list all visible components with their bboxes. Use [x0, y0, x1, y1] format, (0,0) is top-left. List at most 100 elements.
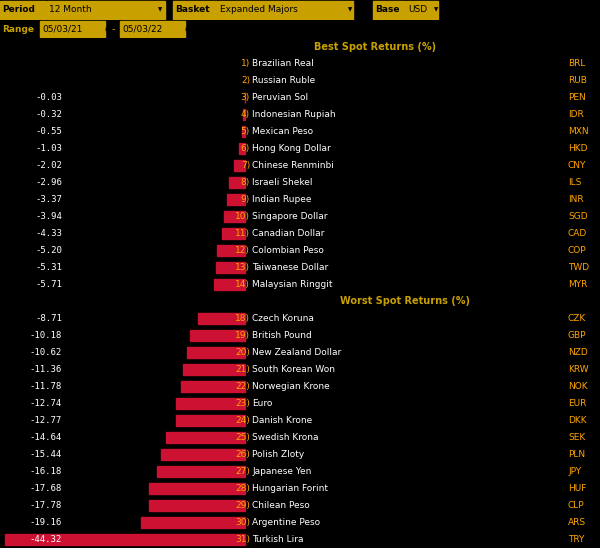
Bar — [176, 397, 245, 409]
Text: Norwegian Krone: Norwegian Krone — [252, 382, 330, 391]
Text: NZD: NZD — [568, 348, 588, 357]
Text: PLN: PLN — [568, 450, 585, 459]
Text: COP: COP — [568, 246, 587, 255]
Text: JPY: JPY — [568, 467, 581, 476]
Bar — [141, 517, 245, 528]
Text: ARS: ARS — [568, 518, 586, 527]
Text: 05/03/22: 05/03/22 — [122, 25, 162, 33]
Text: -5.31: -5.31 — [35, 263, 62, 272]
Bar — [243, 109, 245, 121]
Bar — [234, 159, 245, 172]
Bar — [373, 1, 405, 19]
Text: 27): 27) — [235, 467, 250, 476]
Text: -16.18: -16.18 — [30, 467, 62, 476]
Text: 1): 1) — [241, 59, 250, 68]
Text: Euro: Euro — [252, 399, 272, 408]
Text: Colombian Peso: Colombian Peso — [252, 246, 324, 255]
Bar — [221, 227, 245, 239]
Text: GBP: GBP — [568, 331, 587, 340]
Text: DKK: DKK — [568, 416, 587, 425]
Text: CZK: CZK — [568, 314, 586, 323]
Text: 24): 24) — [235, 416, 250, 425]
Text: INR: INR — [568, 195, 584, 204]
Text: Turkish Lira: Turkish Lira — [252, 535, 304, 544]
Bar — [0, 1, 46, 19]
Text: RUB: RUB — [568, 76, 587, 85]
Text: 6): 6) — [241, 144, 250, 153]
Bar — [216, 261, 245, 273]
Bar — [217, 244, 245, 256]
Text: ▼: ▼ — [158, 8, 162, 13]
Bar — [149, 483, 245, 494]
Text: Argentine Peso: Argentine Peso — [252, 518, 320, 527]
Text: -2.96: -2.96 — [35, 178, 62, 187]
Bar — [5, 534, 245, 545]
Text: NOK: NOK — [568, 382, 587, 391]
Text: 05/03/21: 05/03/21 — [42, 25, 82, 33]
Text: 30): 30) — [235, 518, 250, 527]
Text: -10.18: -10.18 — [30, 331, 62, 340]
Text: Basket: Basket — [175, 5, 209, 14]
Text: Peruvian Sol: Peruvian Sol — [252, 93, 308, 102]
Text: 20): 20) — [235, 348, 250, 357]
Bar — [214, 278, 245, 290]
Text: SEK: SEK — [568, 433, 585, 442]
Text: -5.20: -5.20 — [35, 246, 62, 255]
Text: -: - — [112, 24, 115, 34]
Text: -4.33: -4.33 — [35, 229, 62, 238]
Text: -2.02: -2.02 — [35, 161, 62, 170]
Text: -15.44: -15.44 — [30, 450, 62, 459]
Bar — [184, 363, 245, 375]
Text: 4): 4) — [241, 110, 250, 119]
Text: -11.78: -11.78 — [30, 382, 62, 391]
Text: 26): 26) — [235, 450, 250, 459]
Text: TWD: TWD — [568, 263, 589, 272]
Text: New Zealand Dollar: New Zealand Dollar — [252, 348, 341, 357]
Text: 23): 23) — [235, 399, 250, 408]
Text: PEN: PEN — [568, 93, 586, 102]
Text: -12.74: -12.74 — [30, 399, 62, 408]
Text: Canadian Dollar: Canadian Dollar — [252, 229, 325, 238]
Text: 7): 7) — [241, 161, 250, 170]
Text: Polish Zloty: Polish Zloty — [252, 450, 304, 459]
Text: ▼: ▼ — [348, 8, 352, 13]
Text: IDR: IDR — [568, 110, 584, 119]
Text: 22): 22) — [235, 382, 250, 391]
Bar — [40, 21, 105, 37]
Text: Base: Base — [375, 5, 400, 14]
Text: -44.32: -44.32 — [30, 535, 62, 544]
Bar — [157, 466, 245, 477]
Text: 10): 10) — [235, 212, 250, 221]
Bar — [190, 329, 245, 341]
Text: -12.77: -12.77 — [30, 416, 62, 425]
Text: Malaysian Ringgit: Malaysian Ringgit — [252, 280, 332, 289]
Text: -0.32: -0.32 — [35, 110, 62, 119]
Text: MXN: MXN — [568, 127, 589, 136]
Text: Russian Ruble: Russian Ruble — [252, 76, 315, 85]
Text: Israeli Shekel: Israeli Shekel — [252, 178, 313, 187]
Bar — [229, 176, 245, 189]
Text: Indian Rupee: Indian Rupee — [252, 195, 311, 204]
Text: 18): 18) — [235, 314, 250, 323]
Text: Best Spot Returns (%): Best Spot Returns (%) — [314, 42, 436, 52]
Text: KRW: KRW — [568, 365, 589, 374]
Text: MYR: MYR — [568, 280, 587, 289]
Bar — [181, 380, 245, 392]
Text: Brazilian Real: Brazilian Real — [252, 59, 314, 68]
Text: TRY: TRY — [568, 535, 584, 544]
Text: 25): 25) — [235, 433, 250, 442]
Text: ILS: ILS — [568, 178, 581, 187]
Text: Indonesian Rupiah: Indonesian Rupiah — [252, 110, 335, 119]
Bar — [176, 414, 245, 426]
Bar — [120, 21, 185, 37]
Text: Japanese Yen: Japanese Yen — [252, 467, 311, 476]
Text: -1.03: -1.03 — [35, 144, 62, 153]
Text: -3.37: -3.37 — [35, 195, 62, 204]
Bar — [224, 210, 245, 222]
Text: 3): 3) — [241, 93, 250, 102]
Bar — [187, 346, 245, 358]
Text: ✎: ✎ — [358, 5, 366, 15]
Bar — [173, 1, 217, 19]
Text: 28): 28) — [235, 484, 250, 493]
Text: ▼: ▼ — [434, 8, 438, 13]
